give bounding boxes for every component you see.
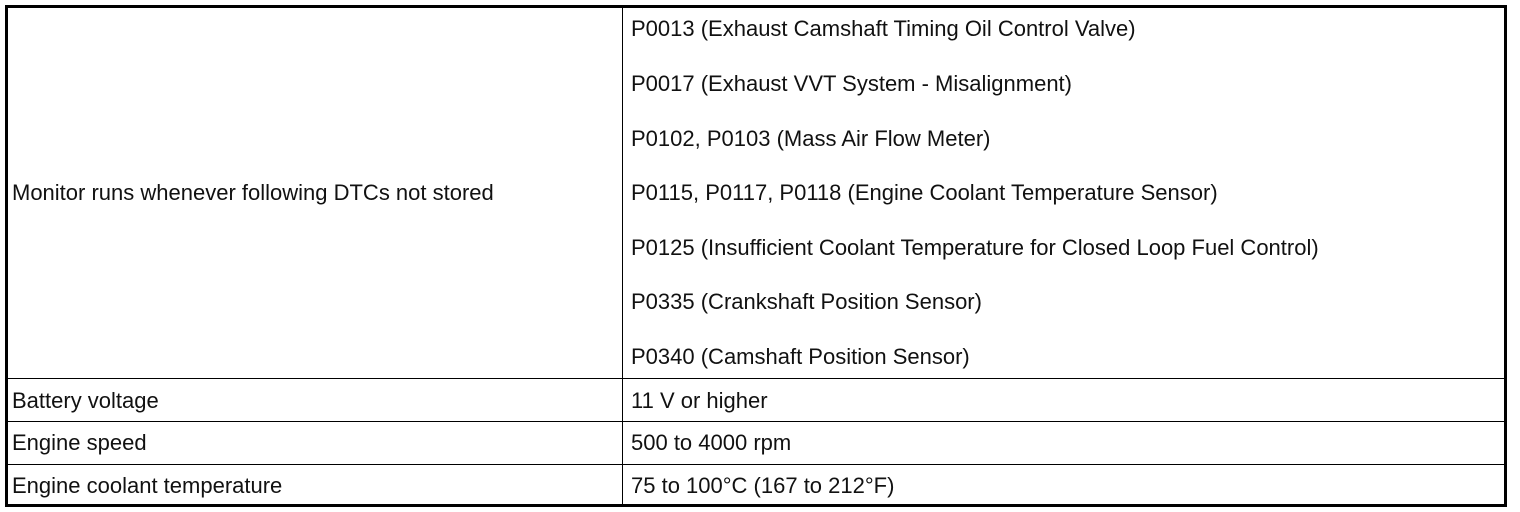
table-border [5,5,1507,507]
dtc-item: P0017 (Exhaust VVT System - Misalignment… [631,71,1072,96]
row-divider [5,421,1507,422]
dtc-item: P0340 (Camshaft Position Sensor) [631,344,970,369]
dtc-item: P0335 (Crankshaft Position Sensor) [631,289,982,314]
row-divider [5,464,1507,465]
row-value: 75 to 100°C (167 to 212°F) [631,473,895,498]
row-value: 11 V or higher [631,388,768,413]
row-label: Engine speed [12,430,147,455]
row-label: Monitor runs whenever following DTCs not… [12,180,494,205]
row-label: Battery voltage [12,388,159,413]
row-value: 500 to 4000 rpm [631,430,792,455]
row-divider [5,378,1507,379]
column-divider [622,5,623,507]
dtc-item: P0115, P0117, P0118 (Engine Coolant Temp… [631,180,1218,205]
dtc-item: P0102, P0103 (Mass Air Flow Meter) [631,126,991,151]
row-label: Engine coolant temperature [12,473,283,498]
dtc-item: P0125 (Insufficient Coolant Temperature … [631,235,1319,260]
dtc-item: P0013 (Exhaust Camshaft Timing Oil Contr… [631,16,1136,41]
